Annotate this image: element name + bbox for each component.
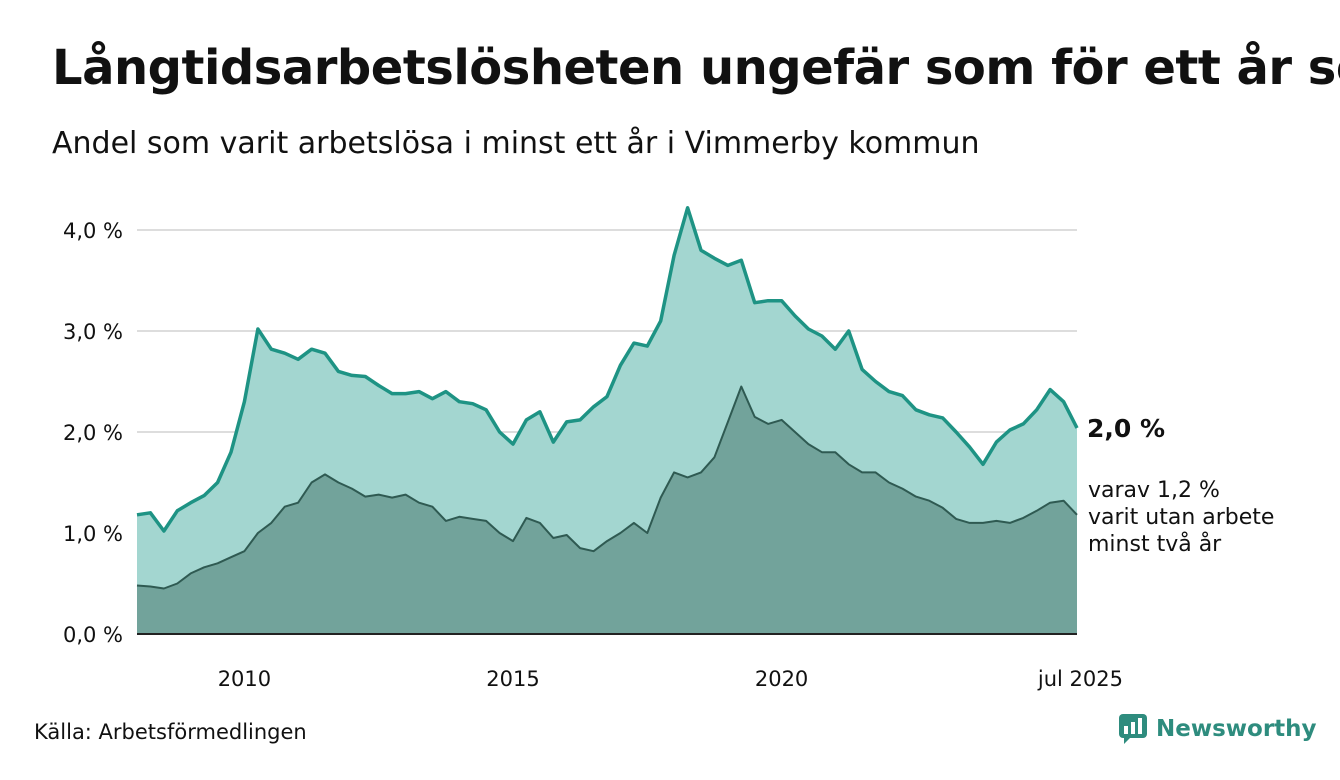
series-total-line	[136, 206, 1079, 533]
axis-layer: 0,0 % 1,0 % 2,0 % 3,0 % 4,0 % 2010 2015 2020 jul…	[63, 219, 1123, 691]
y-tick-label: 4,0 %	[63, 219, 123, 243]
y-tick-label: 0,0 %	[63, 623, 123, 647]
y-tick-label: 1,0 %	[63, 522, 123, 546]
series-two-years-area	[137, 386, 1077, 634]
series-two-years-line	[136, 385, 1078, 590]
chart-subtitle: Andel som varit arbetslösa i minst ett å…	[52, 126, 980, 161]
x-tick-label: 2015	[486, 667, 539, 691]
end-label-two-years-line: varit utan arbete	[1088, 505, 1274, 530]
source-note: Källa: Arbetsförmedlingen	[34, 720, 307, 744]
end-label-two-years-line: minst två år	[1088, 531, 1222, 557]
newsworthy-logo[interactable]: Newsworthy	[1118, 713, 1317, 745]
chart-title: Långtidsarbetslösheten ungefär som för e…	[52, 40, 1340, 96]
x-tick-label: 2010	[218, 667, 271, 691]
logo-text: Newsworthy	[1156, 716, 1317, 742]
chart-bubble-icon	[1119, 714, 1147, 744]
y-tick-label: 3,0 %	[63, 320, 123, 344]
end-label-total: 2,0 %	[1087, 414, 1165, 443]
y-tick-label: 2,0 %	[63, 421, 123, 445]
end-label-two-years-line: varav 1,2 %	[1088, 478, 1220, 503]
x-tick-label: jul 2025	[1037, 667, 1123, 691]
area-layer	[136, 206, 1079, 635]
x-tick-label: 2020	[755, 667, 808, 691]
